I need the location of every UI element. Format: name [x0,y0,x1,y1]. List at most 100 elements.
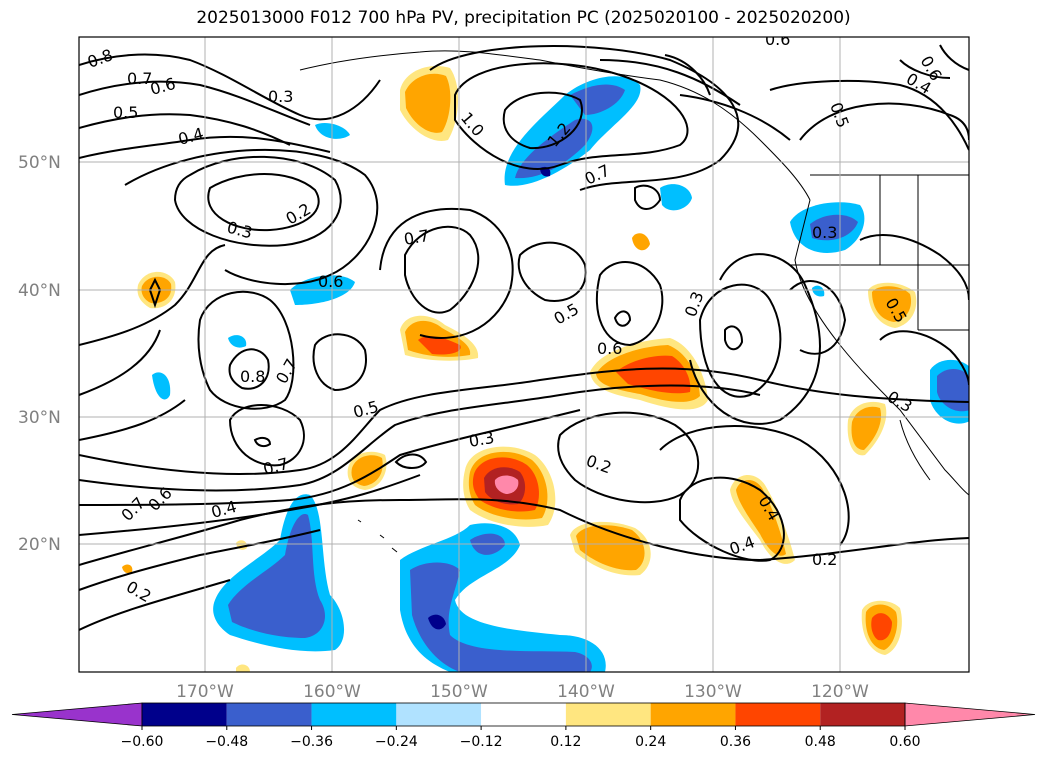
pv-contour-line [79,53,381,121]
pv-contour-line [173,155,342,247]
pv-contour-line [404,225,480,314]
colorbar-tick-label: 0.36 [720,734,751,750]
precip-blob-positive [872,286,912,322]
pv-contour-line [599,59,741,106]
precip-blob-positive [236,664,250,672]
pv-contour-line [79,135,331,159]
colorbar-frame [141,702,906,727]
pv-contour-line [228,404,305,467]
colorbar-segment [735,703,821,726]
contour-value-label: 0.3 [467,428,495,451]
precip-blob-positive [616,355,691,394]
precipitation-shading [122,66,969,672]
colorbar-tick-label: 0.12 [550,734,581,750]
pv-contour-line [79,384,761,492]
pv-contour-line [197,290,295,410]
colorbar-tick-label: 0.60 [889,734,920,750]
pv-contour-line [79,409,581,506]
coastlines [299,50,969,553]
colorbar-extend-max [904,702,1036,727]
precip-blob-positive [851,406,882,450]
lon-label: 150°W [430,682,488,702]
contour-value-label: 0.6 [318,272,343,291]
pv-contour-line [634,184,662,210]
pv-contour-line [394,453,428,469]
precip-blob-negative [660,184,692,211]
precip-blob-negative [228,335,247,348]
colorbar-tick-label: −0.24 [375,734,418,750]
precip-blob-positive [122,564,133,574]
contour-value-label: 0.6 [765,30,790,49]
lon-label: 160°W [303,682,361,702]
colorbar-segment [650,703,736,726]
pv-contour-line [939,44,969,71]
pv-contour-line [724,325,744,351]
colorbar: −0.60 −0.48 −0.36 −0.24 −0.12 0.12 0.24 0.36 0.4… [11,702,1036,750]
precip-blob-positive [418,336,461,355]
pv-contour-line [79,367,969,476]
map-border [78,36,970,673]
pv-contour-line [253,436,272,448]
precip-blob-negative [810,214,858,241]
pv-contour-line [517,241,587,302]
pv-contour-line [207,173,320,232]
contour-value-label: 0.7 [402,226,430,249]
pv-contour-line [899,59,951,79]
colorbar-tick-label: 0.48 [805,734,836,750]
pv-contour-line [79,529,321,591]
contour-value-label: 0.3 [812,223,837,242]
pv-contour-line [454,62,689,170]
contour-value-label: 0.2 [812,550,837,569]
pv-contour-line [769,79,969,151]
colorbar-tick-label: −0.36 [290,734,333,750]
colorbar-extend-min [11,702,143,727]
pv-contour-line [664,54,711,96]
pv-contour-line [228,348,270,390]
pv-contour-line [859,234,969,301]
colorbar-segment [396,703,482,726]
longitude-labels: 170°W 160°W 150°W 140°W 130°W 120°W [176,682,869,702]
hawaii-islands [357,519,398,553]
contour-value-label: 0.8 [240,367,265,386]
pv-contour-line [879,330,969,386]
colorbar-tick-label: −0.12 [460,734,503,750]
map-area [79,37,969,672]
pv-contour-line [79,113,291,146]
pv-contour-line [502,91,583,150]
contour-value-label: 0.3 [268,87,293,106]
lat-label: 20°N [18,535,61,555]
colorbar-segment [226,703,312,726]
pv-contour-line [595,261,664,347]
pv-contour-line [659,425,850,546]
pv-contour-line [689,253,821,425]
lon-label: 170°W [176,682,234,702]
latitude-labels: 50°N 40°N 30°N 20°N [18,153,61,555]
lat-label: 50°N [18,153,61,173]
precip-blob-negative [400,523,606,672]
pv-contour-line [679,94,791,141]
lat-label: 30°N [18,408,61,428]
precip-blob-positive [351,455,383,486]
colorbar-segment [311,703,397,726]
precip-blob-positive [632,233,650,251]
colorbar-segment [481,703,566,726]
pv-contour-line [79,498,969,566]
precip-blob-positive [405,73,451,133]
contour-value-label: 0.6 [597,339,622,358]
border-states [790,175,969,331]
pv-contour-line [379,207,514,339]
pv-contour-line [312,333,367,392]
precip-blob-positive [871,613,892,641]
pv-contour-line [789,280,847,355]
contour-value-label: 0.7 [127,69,152,88]
colorbar-tick-label: −0.48 [205,734,248,750]
coastline-alaska [299,50,811,201]
lon-label: 140°W [557,682,615,702]
coastline-baja [899,419,931,481]
pv-contour-line [429,45,740,191]
map-title: 2025013000 F012 700 hPa PV, precipitatio… [196,8,851,28]
colorbar-segment [142,703,227,726]
pv-contour-line [799,102,969,141]
pv-contour-line [613,310,632,327]
colorbar-segment [565,703,651,726]
